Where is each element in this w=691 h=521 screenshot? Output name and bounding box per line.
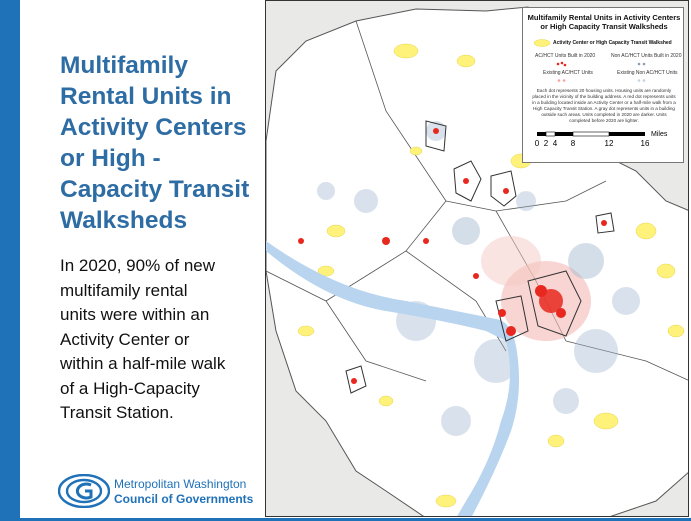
cog-logo-icon — [58, 474, 110, 508]
title-line: Capacity Transit — [60, 176, 250, 203]
accent-bar — [0, 0, 20, 521]
scale-tick: 4 — [553, 139, 558, 148]
logo-text-line2: Council of Governments — [114, 492, 254, 506]
title-line: Walksheds — [60, 207, 188, 234]
activity-center-swatch — [533, 39, 551, 47]
light-gray-dot-icon — [637, 79, 646, 82]
legend-title-line: Multifamily Rental Units in Activity Cen… — [527, 13, 681, 22]
gray-dot-icon — [637, 62, 646, 66]
legend-note: Each dot represents 20 housing units. Ho… — [532, 88, 676, 123]
bottom-rule — [20, 518, 691, 521]
legend-existing-ac: Existing AC/HCT Units — [543, 70, 593, 76]
title-line: Multifamily — [60, 52, 188, 79]
scale-tick: 16 — [641, 139, 650, 148]
body-line: within a half-mile walk — [60, 354, 226, 373]
urban-ring — [481, 236, 541, 286]
legend-existing-non-ac: Existing Non AC/HCT Units — [617, 70, 678, 76]
walkshed-outlines — [345, 120, 615, 394]
legend-swatch-label: Activity Center or High Capacity Transit… — [553, 40, 672, 46]
light-red-dot-icon — [557, 79, 566, 82]
body-line: Transit Station. — [60, 403, 174, 422]
logo-text-line1: Metropolitan Washington — [114, 477, 247, 491]
cog-logo: Metropolitan Washington Council of Gover… — [58, 474, 268, 510]
body-line: units were within an — [60, 305, 210, 324]
map-legend: Multifamily Rental Units in Activity Cen… — [522, 7, 684, 163]
body-line: Activity Center or — [60, 329, 190, 349]
title-line: or High - — [60, 145, 161, 172]
slide-title: Multifamily Rental Units in Activity Cen… — [60, 50, 260, 236]
scale-tick: 12 — [605, 139, 614, 148]
legend-title: Multifamily Rental Units in Activity Cen… — [523, 13, 685, 31]
red-dot-icon — [556, 61, 567, 67]
legend-title-line: or High Capacity Transit Walksheds — [540, 22, 668, 31]
title-line: Activity Centers — [60, 114, 247, 141]
title-line: Rental Units in — [60, 83, 232, 110]
scale-tick: 8 — [571, 139, 576, 148]
body-line: of a High-Capacity — [60, 378, 200, 398]
region-land — [266, 6, 688, 516]
legend-built-ac: AC/HCT Units Built in 2020 — [535, 53, 596, 59]
potomac-river — [266, 241, 520, 516]
region-map: Multifamily Rental Units in Activity Cen… — [265, 0, 689, 517]
scale-bar: Miles 0 2 4 8 12 16 — [535, 131, 668, 148]
body-line: multifamily rental — [60, 280, 188, 300]
slide-body: In 2020, 90% of new multifamily rental u… — [60, 254, 265, 426]
scale-tick: 0 — [535, 139, 540, 148]
body-line: In 2020, 90% of new — [60, 256, 216, 275]
scale-tick: 2 — [544, 139, 549, 148]
legend-built-non-ac: Non AC/HCT Units Built in 2020 — [611, 53, 682, 59]
ac-units — [298, 128, 607, 384]
scale-unit: Miles — [651, 131, 668, 138]
